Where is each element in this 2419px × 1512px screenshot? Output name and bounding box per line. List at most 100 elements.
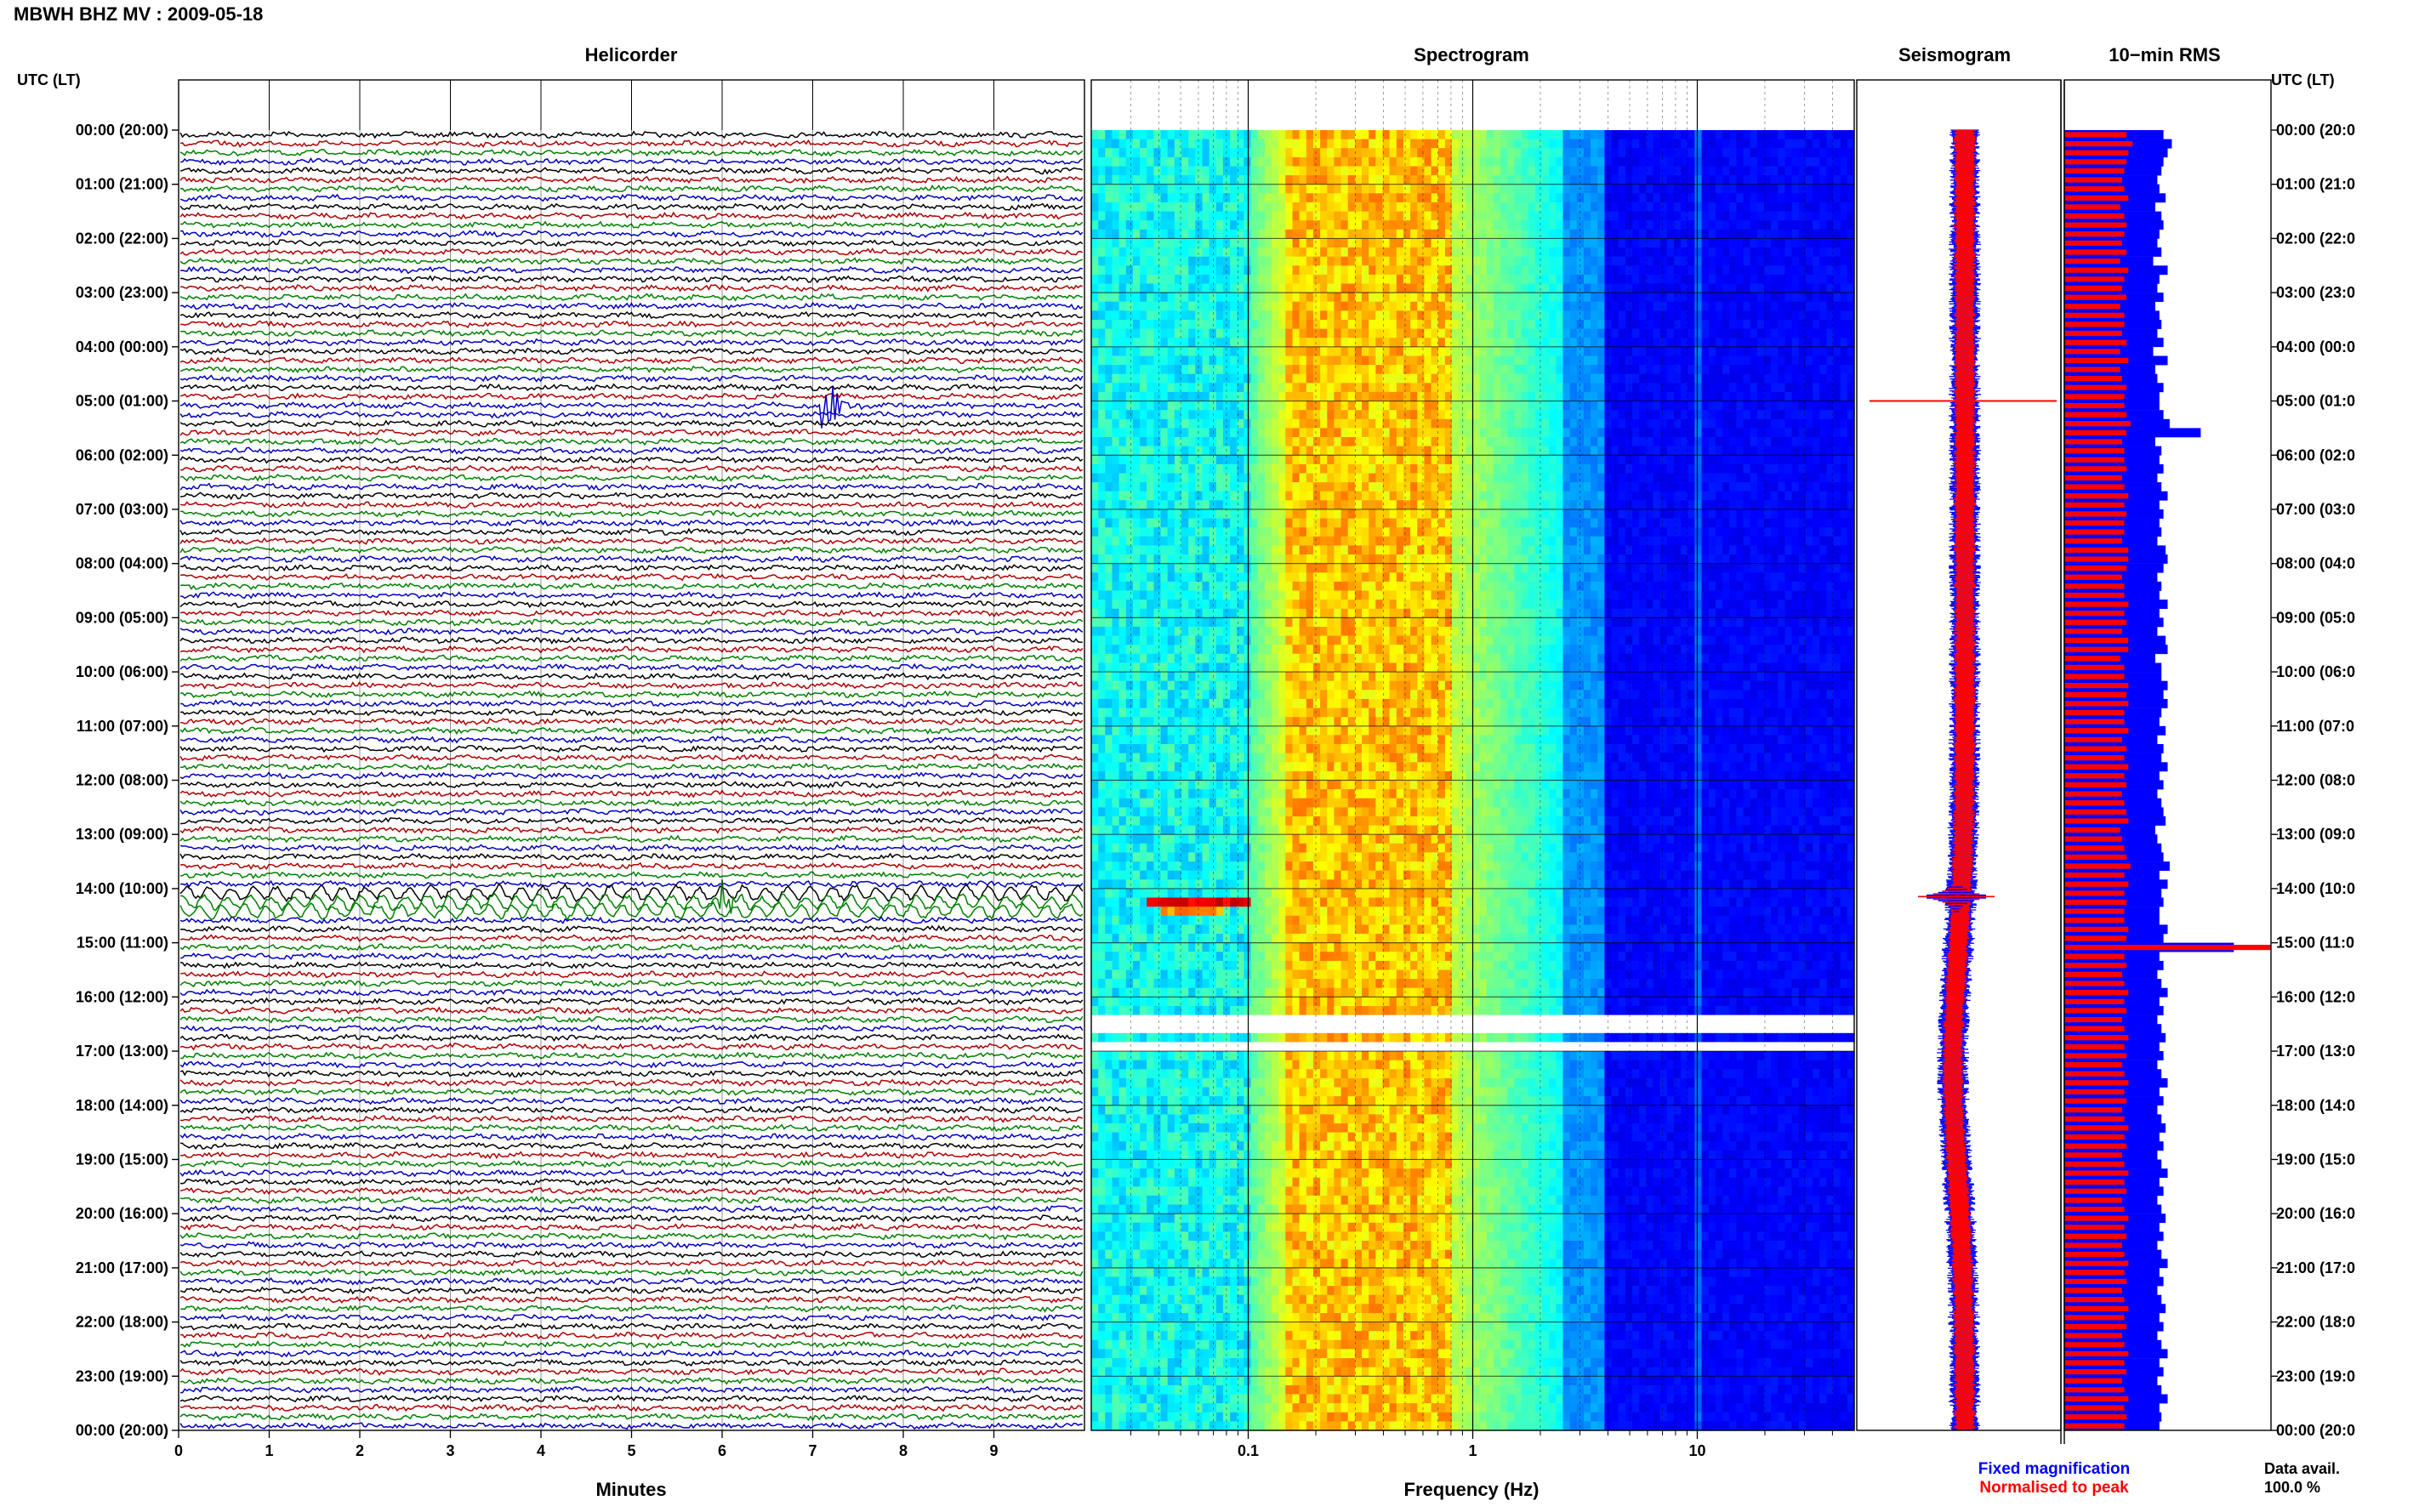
spectrogram-cell (1625, 446, 1633, 456)
spectrogram-cell (1119, 302, 1127, 311)
spectrogram-cell (1604, 157, 1612, 167)
spectrogram-cell (1612, 519, 1619, 528)
spectrogram-cell (1785, 365, 1793, 374)
spectrogram-cell (1722, 419, 1730, 429)
spectrogram-cell (1244, 230, 1251, 239)
spectrogram-cell (1285, 185, 1293, 194)
spectrogram-cell (1819, 238, 1827, 247)
spectrogram-cell (1431, 293, 1439, 302)
spectrogram-cell (1445, 247, 1453, 257)
spectrogram-cell (1265, 419, 1272, 429)
spectrogram-cell (1750, 157, 1758, 167)
spectrogram-cell (1563, 356, 1571, 366)
spectrogram-cell (1473, 265, 1481, 275)
spectrogram-cell (1445, 293, 1453, 302)
spectrogram-cell (1799, 139, 1807, 149)
spectrogram-cell (1514, 419, 1522, 429)
spectrogram-cell (1348, 365, 1356, 374)
spectrogram-cell (1348, 157, 1356, 167)
spectrogram-cell (1244, 148, 1251, 157)
spectrogram-cell (1119, 265, 1127, 275)
spectrogram-cell (1819, 293, 1827, 302)
spectrogram-cell (1667, 329, 1675, 338)
spectrogram-cell (1535, 455, 1543, 464)
spectrogram-cell (1604, 302, 1612, 311)
spectrogram-cell (1792, 365, 1800, 374)
spectrogram-cell (1265, 410, 1272, 419)
spectrogram-cell (1744, 293, 1751, 302)
spectrogram-cell (1334, 139, 1341, 149)
spectrogram-cell (1383, 302, 1391, 311)
spectrogram-cell (1653, 464, 1661, 474)
spectrogram-cell (1570, 302, 1578, 311)
spectrogram-cell (1181, 212, 1189, 221)
spectrogram-cell (1826, 220, 1834, 230)
spectrogram-cell (1847, 265, 1855, 275)
spectrogram-cell (1792, 139, 1800, 149)
spectrogram-cell (1841, 392, 1848, 401)
spectrogram-cell (1334, 185, 1341, 194)
spectrogram-cell (1653, 247, 1661, 257)
spectrogram-cell (1667, 500, 1675, 509)
spectrogram-cell (1771, 428, 1779, 437)
spectrogram-cell (1098, 410, 1106, 419)
spectrogram-cell (1702, 238, 1710, 247)
spectrogram-cell (1771, 329, 1779, 338)
spectrogram-cell (1181, 284, 1189, 293)
spectrogram-cell (1736, 157, 1744, 167)
spectrogram-cell (1113, 519, 1120, 528)
spectrogram-cell (1771, 383, 1779, 392)
spectrogram-cell (1251, 464, 1259, 474)
spectrogram-cell (1397, 185, 1404, 194)
spectrogram-cell (1604, 185, 1612, 194)
spectrogram-cell (1549, 338, 1557, 347)
spectrogram-cell (1785, 356, 1793, 366)
spectrogram-cell (1362, 247, 1369, 257)
spectrogram-cell (1327, 455, 1335, 464)
spectrogram-cell (1556, 284, 1563, 293)
spectrogram-cell (1736, 293, 1744, 302)
spectrogram-cell (1272, 482, 1279, 492)
spectrogram-cell (1674, 130, 1682, 139)
spectrogram-cell (1819, 257, 1827, 266)
spectrogram-cell (1813, 329, 1820, 338)
spectrogram-cell (1542, 509, 1550, 519)
spectrogram-cell (1542, 347, 1550, 356)
spectrogram-cell (1251, 365, 1259, 374)
spectrogram-cell (1744, 428, 1751, 437)
spectrogram-cell (1480, 392, 1488, 401)
spectrogram-cell (1293, 148, 1301, 157)
spectrogram-cell (1757, 347, 1765, 356)
spectrogram-cell (1410, 437, 1418, 446)
spectrogram-cell (1535, 519, 1543, 528)
spectrogram-cell (1113, 320, 1120, 329)
spectrogram-cell (1702, 383, 1710, 392)
spectrogram-cell (1535, 365, 1543, 374)
spectrogram-cell (1674, 482, 1682, 492)
spectrogram-cell (1168, 293, 1175, 302)
spectrogram-cell (1334, 419, 1341, 429)
spectrogram-cell (1091, 202, 1099, 212)
spectrogram-cell (1341, 238, 1349, 247)
spectrogram-cell (1375, 455, 1383, 464)
spectrogram-cell (1397, 474, 1404, 483)
spectrogram-cell (1563, 148, 1571, 157)
spectrogram-cell (1494, 482, 1501, 492)
spectrogram-cell (1619, 482, 1626, 492)
spectrogram-cell (1660, 365, 1668, 374)
spectrogram-cell (1834, 338, 1841, 347)
spectrogram-cell (1320, 446, 1328, 456)
spectrogram-cell (1473, 446, 1481, 456)
spectrogram-cell (1147, 212, 1154, 221)
spectrogram-cell (1126, 302, 1134, 311)
spectrogram-cell (1667, 474, 1675, 483)
spectrogram-cell (1528, 392, 1536, 401)
spectrogram-cell (1619, 284, 1626, 293)
spectrogram-cell (1674, 356, 1682, 366)
spectrogram-cell (1535, 130, 1543, 139)
spectrogram-cell (1570, 212, 1578, 221)
spectrogram-cell (1702, 202, 1710, 212)
spectrogram-cell (1438, 175, 1446, 185)
spectrogram-cell (1306, 185, 1314, 194)
spectrogram-cell (1556, 148, 1563, 157)
